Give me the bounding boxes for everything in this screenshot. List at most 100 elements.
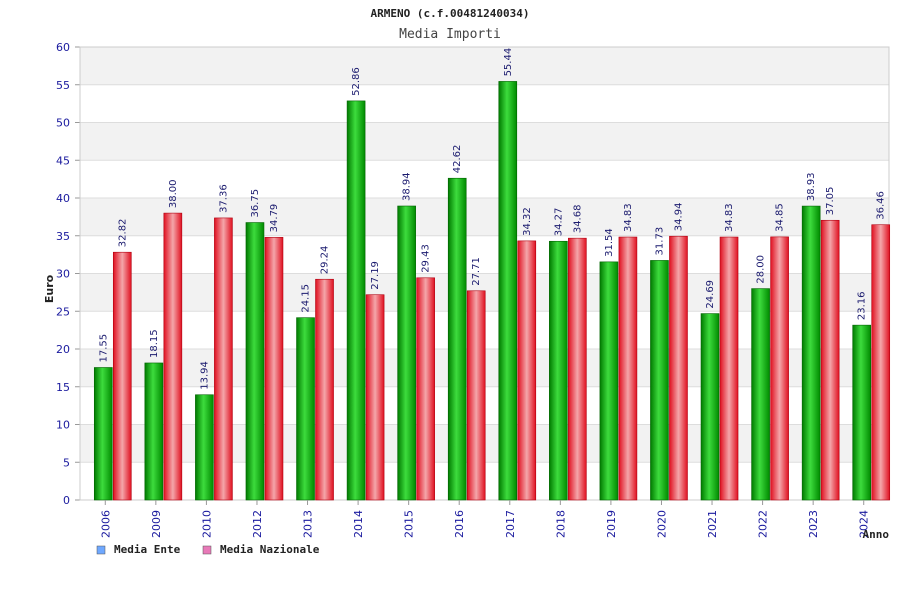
data-label-media-nazionale: 32.82 xyxy=(117,219,128,248)
bar-media-ente xyxy=(245,222,265,501)
bar-media-nazionale xyxy=(416,277,435,501)
bar-media-ente xyxy=(447,177,467,501)
x-tick-label: 2017 xyxy=(504,510,517,538)
data-label-media-nazionale: 34.94 xyxy=(673,203,684,232)
bar-media-ente xyxy=(296,317,315,501)
bar-media-nazionale xyxy=(618,236,638,501)
y-tick-label: 0 xyxy=(63,494,70,507)
data-label-media-ente: 13.94 xyxy=(199,361,210,390)
data-label-media-ente: 52.86 xyxy=(351,67,362,96)
y-tick-label: 5 xyxy=(63,456,70,469)
y-tick-label: 40 xyxy=(56,192,70,205)
data-label-media-ente: 38.94 xyxy=(402,172,413,201)
y-tick-label: 35 xyxy=(56,230,70,243)
data-label-media-nazionale: 29.43 xyxy=(421,244,432,273)
data-label-media-ente: 31.73 xyxy=(654,227,665,256)
legend-swatch-media-nazionale xyxy=(202,545,212,555)
bar-media-ente xyxy=(195,394,214,501)
data-label-media-nazionale: 34.83 xyxy=(623,203,634,232)
bar-media-ente xyxy=(93,367,113,501)
data-label-media-ente: 18.15 xyxy=(149,329,160,358)
bar-media-ente xyxy=(346,100,366,501)
bar-media-nazionale xyxy=(264,237,284,501)
x-axis-ticks: 2006 2009 2010 2012 2013 2014 2015 2016 2017 2018… xyxy=(99,500,871,538)
data-label-media-nazionale: 34.32 xyxy=(522,207,533,236)
data-label-media-ente: 23.16 xyxy=(857,292,868,321)
bar-media-ente xyxy=(852,324,872,501)
bar-media-nazionale xyxy=(770,236,789,501)
bar-media-nazionale xyxy=(517,240,537,501)
bar-media-nazionale xyxy=(466,290,486,501)
bar-media-nazionale xyxy=(669,235,688,501)
bar-media-ente xyxy=(397,205,416,501)
grid-band xyxy=(80,160,889,198)
data-label-media-nazionale: 27.71 xyxy=(471,257,482,286)
x-tick-label: 2016 xyxy=(453,510,466,538)
bar-media-nazionale xyxy=(163,212,183,501)
bar-media-ente xyxy=(144,362,164,501)
data-label-media-nazionale: 34.68 xyxy=(572,205,583,234)
data-label-media-nazionale: 37.05 xyxy=(825,187,836,216)
y-tick-label: 45 xyxy=(56,154,70,167)
bar-media-ente xyxy=(498,81,518,501)
grid-band xyxy=(80,235,889,274)
data-label-media-nazionale: 37.36 xyxy=(218,184,229,213)
data-label-media-nazionale: 38.00 xyxy=(168,179,179,208)
y-tick-label: 20 xyxy=(56,343,70,356)
bar-series: 17.55 32.82 18.15 38.00 13.94 37.36 36.75 34.79… xyxy=(93,48,891,501)
x-tick-label: 2024 xyxy=(858,510,871,538)
grid-band xyxy=(80,47,889,85)
data-label-media-ente: 36.75 xyxy=(250,189,261,218)
grid-band xyxy=(80,122,889,161)
x-tick-label: 2006 xyxy=(99,510,112,538)
y-tick-label: 15 xyxy=(56,381,70,394)
y-tick-label: 60 xyxy=(56,41,70,54)
x-tick-label: 2018 xyxy=(554,510,567,538)
bar-media-nazionale xyxy=(568,237,587,501)
x-tick-label: 2021 xyxy=(706,510,719,538)
x-tick-label: 2009 xyxy=(150,510,163,538)
x-tick-label: 2020 xyxy=(655,510,668,538)
x-tick-label: 2023 xyxy=(807,510,820,538)
chart-title: ARMENO (c.f.00481240034) xyxy=(371,7,530,20)
bar-media-nazionale xyxy=(214,217,233,501)
x-tick-label: 2013 xyxy=(302,510,315,538)
x-tick-label: 2019 xyxy=(605,510,618,538)
bar-media-ente xyxy=(751,288,770,501)
y-tick-label: 25 xyxy=(56,305,70,318)
data-label-media-ente: 28.00 xyxy=(756,255,767,284)
y-axis-label: Euro xyxy=(43,274,56,303)
legend: Media Ente Media Nazionale xyxy=(96,543,320,556)
bar-media-nazionale xyxy=(112,251,132,501)
data-label-media-ente: 24.15 xyxy=(301,284,312,313)
data-label-media-nazionale: 29.24 xyxy=(320,246,331,275)
bar-media-ente xyxy=(549,240,568,501)
bar-media-nazionale xyxy=(365,294,385,501)
y-tick-label: 30 xyxy=(56,268,70,281)
x-tick-label: 2010 xyxy=(200,510,213,538)
chart-subtitle: Media Importi xyxy=(399,27,501,42)
bar-media-nazionale xyxy=(719,236,739,501)
grid-band xyxy=(80,198,889,236)
data-label-media-ente: 42.62 xyxy=(452,145,463,174)
data-label-media-nazionale: 34.79 xyxy=(269,204,280,233)
bar-media-ente xyxy=(700,313,720,501)
bar-media-ente xyxy=(650,260,669,501)
x-axis-label: Anno xyxy=(863,528,890,541)
data-label-media-nazionale: 36.46 xyxy=(876,191,887,220)
data-label-media-ente: 24.69 xyxy=(705,280,716,309)
y-axis-ticks: 0 5 10 15 20 25 30 35 40 45 50 55 60 xyxy=(56,41,70,507)
bar-media-nazionale xyxy=(820,219,840,501)
x-tick-label: 2015 xyxy=(403,510,416,538)
legend-label-media-nazionale: Media Nazionale xyxy=(220,543,320,556)
legend-swatch-media-ente xyxy=(96,545,106,555)
y-tick-label: 10 xyxy=(56,419,70,432)
bar-media-nazionale xyxy=(315,278,334,501)
data-label-media-ente: 31.54 xyxy=(604,228,615,257)
bar-media-ente xyxy=(801,205,821,501)
bar-media-nazionale xyxy=(871,224,891,501)
x-tick-label: 2014 xyxy=(352,510,365,538)
data-label-media-ente: 34.27 xyxy=(553,208,564,237)
data-label-media-nazionale: 34.85 xyxy=(775,203,786,232)
